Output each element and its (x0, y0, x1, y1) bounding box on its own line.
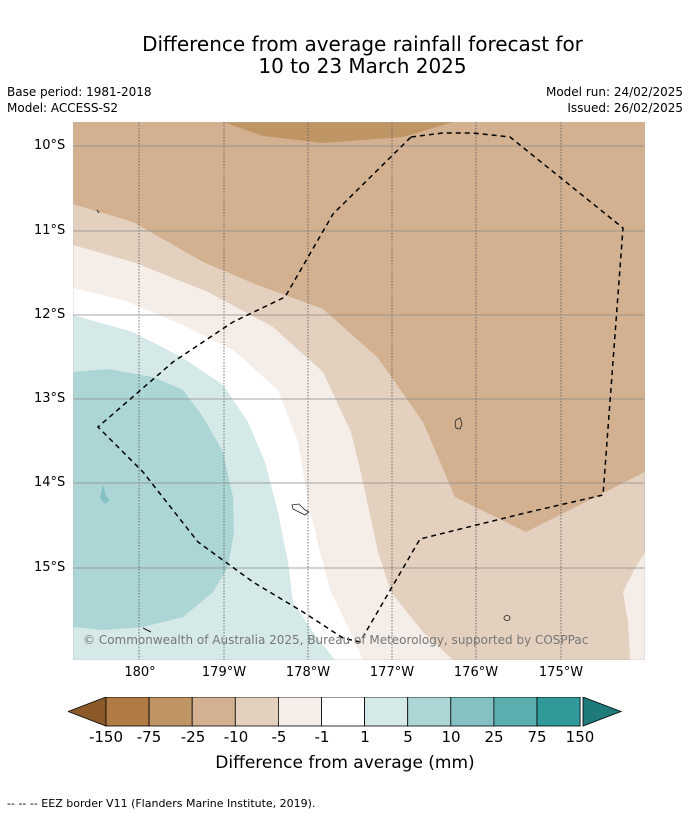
legend-tick-n5: -5 (271, 728, 287, 746)
legend-title: Difference from average (mm) (215, 753, 475, 773)
legend-tick-p150: 150 (565, 728, 595, 746)
lat-label-12s: 12°S (34, 307, 66, 322)
zone-minus75-25 (223, 122, 453, 143)
lat-label-14s: 14°S (34, 475, 66, 490)
legend-tick-p1: 1 (360, 728, 370, 746)
zone-minus25-10 (73, 122, 645, 532)
model-run-label: Model run: 24/02/2025 (545, 85, 683, 99)
island-mark-west (142, 627, 152, 633)
legend-colorbar (68, 697, 623, 727)
legend-swatch-n75-25 (148, 697, 193, 727)
legend-swatch-n10-5 (234, 697, 279, 727)
legend-tick-n150: -150 (88, 728, 124, 746)
zone-plus5-10 (73, 369, 234, 630)
legend-tick-p5: 5 (403, 728, 413, 746)
copyright-notice: © Commonwealth of Australia 2025, Bureau… (83, 633, 589, 647)
lon-label-180: 180° (124, 665, 156, 680)
legend-arrow-low (68, 697, 107, 727)
legend-swatch-p75-150 (536, 697, 581, 727)
legend-swatch-p25-75 (493, 697, 538, 727)
lat-label-11s: 11°S (34, 223, 66, 238)
legend-tick-p25: 25 (484, 728, 504, 746)
legend-arrow-high (582, 697, 623, 727)
legend-swatch-n5-1 (277, 697, 322, 727)
eez-border (96, 132, 624, 643)
map-title-line1: Difference from average rainfall forecas… (142, 32, 583, 56)
map-title-line2: 10 to 23 March 2025 (258, 54, 467, 78)
base-period-label: Base period: 1981-2018 (7, 85, 152, 99)
island-wallis (291, 503, 310, 516)
eez-border-note: -- -- -- EEZ border V11 (Flanders Marine… (7, 797, 316, 810)
zone-near-zero (73, 288, 363, 660)
zone-minus5-1-east (623, 552, 645, 660)
lon-label-179w: 179°W (201, 665, 247, 680)
legend-tick-n75: -75 (136, 728, 162, 746)
legend-tick-p75: 75 (527, 728, 547, 746)
lat-label-10s: 10°S (34, 138, 66, 153)
lon-label-177w: 177°W (369, 665, 415, 680)
model-label: Model: ACCESS-S2 (7, 101, 119, 115)
lat-label-13s: 13°S (34, 391, 66, 406)
rainfall-map (73, 122, 645, 660)
legend-swatch-p10-25 (450, 697, 495, 727)
legend-tick-n25: -25 (180, 728, 206, 746)
island-mark-north (96, 209, 100, 214)
issued-label: Issued: 26/02/2025 (567, 101, 683, 115)
legend-tick-p10: 10 (441, 728, 461, 746)
zone-plus10-25-speck (100, 484, 110, 504)
legend-swatch-n150-75 (105, 697, 150, 727)
latitude-gridlines (73, 145, 645, 569)
legend-swatch-n1-1 (321, 697, 365, 727)
island-small-east (503, 615, 511, 621)
island-niuafoou (454, 417, 463, 430)
legend-swatch-n25-10 (191, 697, 236, 727)
lon-label-176w: 176°W (453, 665, 499, 680)
legend-swatch-p1-5 (364, 697, 409, 727)
legend-tick-n1: -1 (314, 728, 330, 746)
legend-tick-n10: -10 (223, 728, 249, 746)
lon-label-178w: 178°W (285, 665, 331, 680)
lon-label-175w: 175°W (538, 665, 584, 680)
lat-label-15s: 15°S (34, 560, 66, 575)
legend-swatch-p5-10 (407, 697, 452, 727)
longitude-gridlines (138, 122, 562, 660)
